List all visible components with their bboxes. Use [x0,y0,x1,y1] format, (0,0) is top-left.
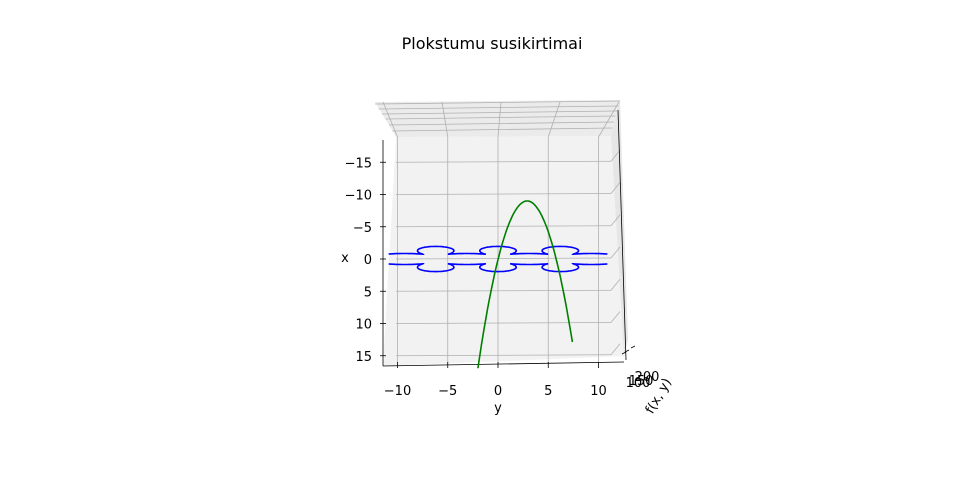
y-tick-label: −5 [353,221,372,236]
data-series [388,200,608,369]
grid-line-top-horizontal [388,121,615,126]
y-tick-label: 10 [355,318,372,333]
x-tick-label: 10 [590,384,607,399]
grid-line-horizontal [395,225,612,228]
series-line-0 [388,245,608,255]
grid-line-horizontal [395,354,612,357]
series-line-1 [388,263,608,273]
z-tick-label: 100 [626,376,651,391]
grid-line-side [610,246,621,259]
grid-line-side [610,182,621,194]
top-pane [375,100,620,137]
series-line-2 [477,200,574,369]
grid-line-top [547,101,561,138]
grid-line-side [610,149,621,162]
grid-lines [374,100,621,363]
axes [380,109,636,368]
x-tick-label: 0 [494,384,502,399]
grid-line-horizontal [395,193,612,195]
z-tick-mark [624,349,630,353]
grid-line-side [610,278,621,291]
y-tick-label: 0 [364,253,372,268]
z-tick-mark [621,351,627,355]
x-axis-label: y [494,401,502,416]
z-axis-line [617,109,627,361]
z-tick-mark [630,345,636,349]
grid-line-top-horizontal [374,100,621,105]
grid-line-side [610,311,621,323]
y-axis-line [382,361,625,367]
y-tick-label: 15 [355,350,372,365]
grid-line-top-horizontal [392,127,613,132]
chart-title: Plokstumu susikirtimai [402,34,583,53]
y-tick-label: 5 [364,285,372,300]
z-tick-label: 150 [629,374,654,389]
grid-line-top-horizontal [378,105,619,110]
grid-line-side [610,214,621,227]
grid-line-horizontal [395,289,612,292]
grid-line-top-horizontal [381,110,618,115]
y-axis-label: x [341,251,349,266]
grid-line-side [610,343,621,356]
grid-line-horizontal [395,257,612,260]
z-tick-label: 200 [635,370,660,385]
grid-line-horizontal [395,160,612,163]
x-tick-label: 5 [544,384,552,399]
back-pane [383,136,624,366]
x-tick-label: −10 [384,384,411,399]
y-tick-label: −10 [345,189,372,204]
x-tick-label: −5 [438,384,457,399]
grid-line-horizontal [395,322,612,324]
grid-line-top-horizontal [385,115,616,120]
y-tick-label: −15 [345,156,372,171]
grid-line-top [598,101,620,138]
